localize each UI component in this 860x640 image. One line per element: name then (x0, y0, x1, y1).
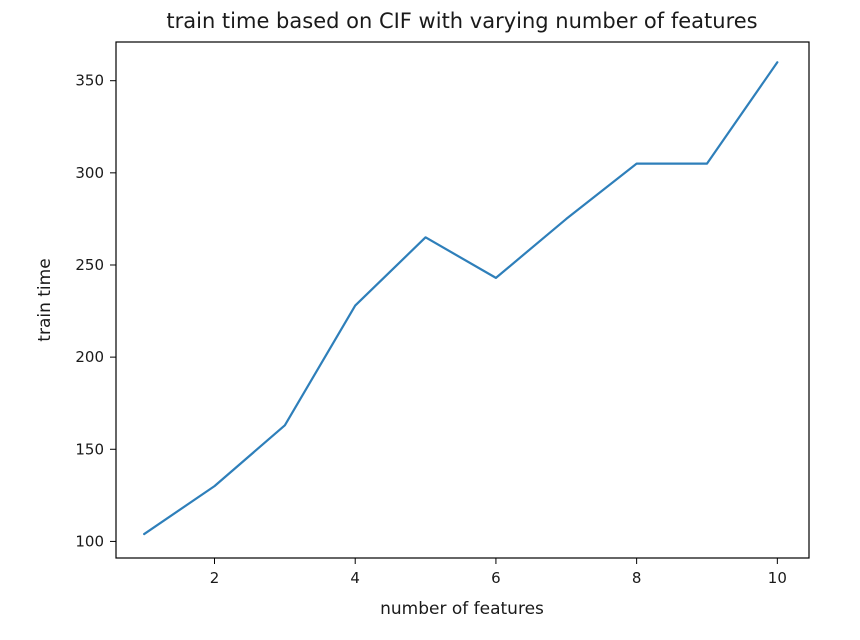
y-tick-label: 100 (75, 532, 104, 550)
y-tick-label: 250 (75, 256, 104, 274)
x-tick-label: 2 (210, 569, 220, 587)
y-tick-label: 200 (75, 348, 104, 366)
x-tick-label: 4 (350, 569, 360, 587)
y-tick-label: 300 (75, 164, 104, 182)
y-tick-label: 150 (75, 440, 104, 458)
series-layer (144, 62, 777, 534)
chart-title: train time based on CIF with varying num… (166, 9, 757, 33)
y-tick-label: 350 (75, 72, 104, 90)
x-tick-label: 10 (768, 569, 787, 587)
x-tick-label: 6 (491, 569, 501, 587)
y-axis-label: train time (35, 258, 55, 341)
x-axis-label: number of features (380, 599, 544, 619)
series-line (144, 62, 777, 534)
x-axis: 2 4 6 8 10 (210, 558, 787, 587)
y-axis: 100 150 200 250 300 350 (75, 72, 116, 551)
x-tick-label: 8 (632, 569, 642, 587)
